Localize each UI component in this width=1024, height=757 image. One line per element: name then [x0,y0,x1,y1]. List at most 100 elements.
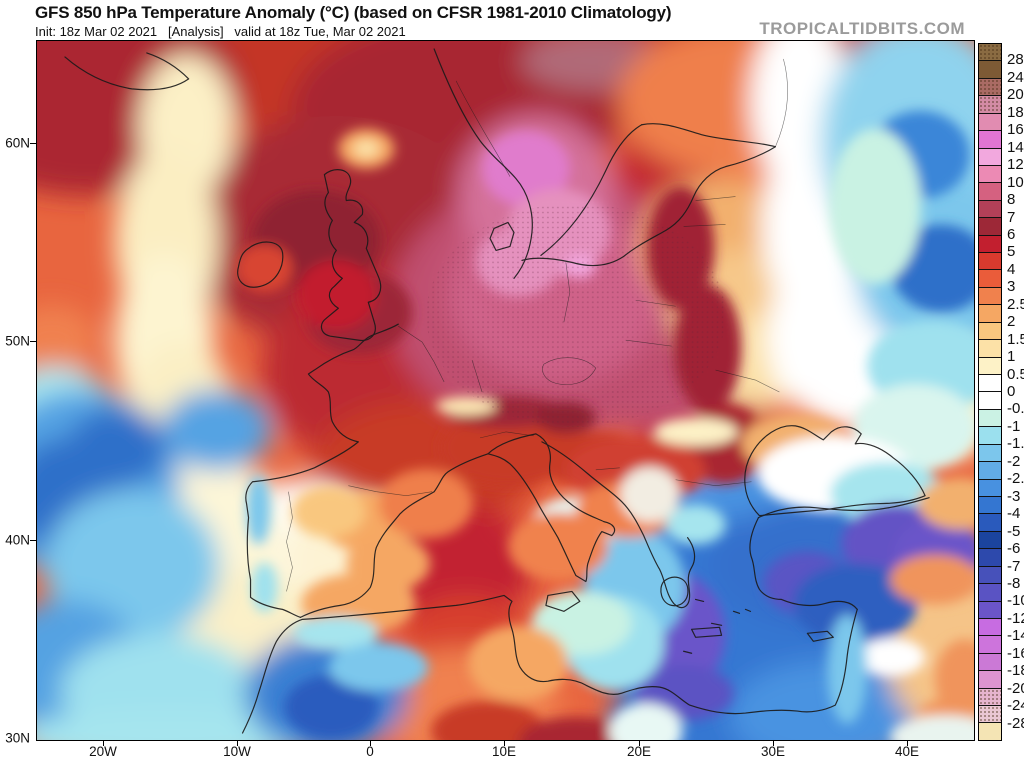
colorbar-segment [979,514,1001,532]
coast-levant-africa [241,594,858,734]
lat-label-30n: 30N [5,730,30,746]
coast-norway [433,48,533,279]
lon-tick [370,741,371,746]
colorbar-label: 18 [1007,103,1024,121]
colorbar-segment [979,671,1001,689]
colorbar-label: 2.5 [1007,295,1024,313]
colorbar-segment [979,706,1001,724]
colorbar-label: -10 [1007,592,1024,610]
lat-tick [30,540,36,541]
colorbar-label: -1.5 [1007,435,1024,453]
colorbar-segment [979,479,1001,497]
colorbar-segment [979,253,1001,271]
coast-turkey-west-south [749,517,858,610]
coast-ireland [237,241,284,288]
lon-tick [773,741,774,746]
colorbar-segment [979,218,1001,236]
lat-tick [30,143,36,144]
colorbar-label: 8 [1007,191,1016,209]
colorbar-segment [979,165,1001,184]
lon-tick [907,741,908,746]
colorbar-segment [979,653,1001,672]
colorbar-label: -6 [1007,540,1021,558]
colorbar-label: -14 [1007,627,1024,645]
init-valid-subtitle: Init: 18z Mar 02 2021 [Analysis] valid a… [35,24,406,39]
page-title: GFS 850 hPa Temperature Anomaly (°C) (ba… [35,3,672,22]
coast-mediterranean-nw [299,453,489,618]
colorbar-segment [979,723,1001,740]
coast-sicily [545,590,581,612]
colorbar-label: 4 [1007,261,1016,279]
colorbar-segment [979,44,1001,62]
colorbar-label: 6 [1007,226,1016,244]
coast-baltic [521,123,777,266]
coast-adriatic-balkans [541,441,696,609]
colorbar-segment [979,444,1001,463]
colorbar-segment [979,61,1001,79]
colorbar-segment [979,636,1001,654]
colorbar-label: -28 [1007,714,1024,732]
colorbar-label: -1 [1007,418,1021,436]
lon-tick [639,741,640,746]
coast-west-europe [245,323,399,618]
colorbar-label: -7 [1007,557,1021,575]
tropicaltidbits-watermark: TROPICALTIDBITS.COM [759,19,965,38]
colorbar-segment [979,688,1001,707]
colorbar-label: 24 [1007,69,1024,87]
colorbar-segment [979,322,1001,341]
colorbar-segment [979,549,1001,567]
lon-label-40e: 40E [894,744,920,757]
lon-tick [504,741,505,746]
colorbar-segment [979,496,1001,515]
colorbar-label: 14 [1007,138,1024,156]
lon-label-10e: 10E [491,744,517,757]
colorbar-label: -4 [1007,505,1021,523]
coast-cyprus [806,630,834,642]
coast-italy [487,433,616,583]
lon-label-20w: 20W [89,744,117,757]
colorbar-segment [979,96,1001,114]
lat-tick [30,341,36,342]
coast-sweden [540,124,643,256]
colorbar-segment [979,235,1001,254]
colorbar-label: 7 [1007,208,1016,226]
colorbar-label: 5 [1007,243,1016,261]
lat-label-50n: 50N [5,333,30,349]
colorbar-segment [979,131,1001,149]
colorbar-label: 1.5 [1007,330,1024,348]
colorbar-segment [979,113,1001,132]
colorbar-label: -2 [1007,452,1021,470]
colorbar-label: -8 [1007,575,1021,593]
anomaly-field-svg [37,41,974,740]
colorbar-label: -20 [1007,679,1024,697]
colorbar-label: -2.5 [1007,470,1024,488]
lon-label-20e: 20E [626,744,652,757]
colorbar-segment [979,618,1001,637]
colorbar-label: 28 [1007,51,1024,69]
colorbar-label: 1 [1007,348,1016,366]
lat-label-60n: 60N [5,135,30,151]
colorbar-segment [979,531,1001,550]
stipple-overlay [426,203,726,427]
colorbar-segment [979,392,1001,410]
colorbar-segment [979,78,1001,97]
colorbar [978,43,1002,741]
colorbar-labels: 28242018161412108765432.521.510.50-0.5-1… [1007,43,1024,741]
colorbar-segment [979,357,1001,376]
country-borders [286,58,788,592]
map-canvas[interactable] [36,40,975,741]
colorbar-segment [979,566,1001,585]
colorbar-label: -5 [1007,522,1021,540]
colorbar-segment [979,584,1001,602]
colorbar-label: 0 [1007,383,1016,401]
colorbar-label: 2 [1007,313,1016,331]
coast-peloponnese [660,576,689,607]
lon-label-10w: 10W [223,744,251,757]
colorbar-segment [979,305,1001,323]
coast-iceland [64,52,190,91]
colorbar-segment [979,601,1001,619]
colorbar-label: 12 [1007,156,1024,174]
colorbar-label: 20 [1007,86,1024,104]
colorbar-segment [979,340,1001,358]
colorbar-label: 10 [1007,173,1024,191]
